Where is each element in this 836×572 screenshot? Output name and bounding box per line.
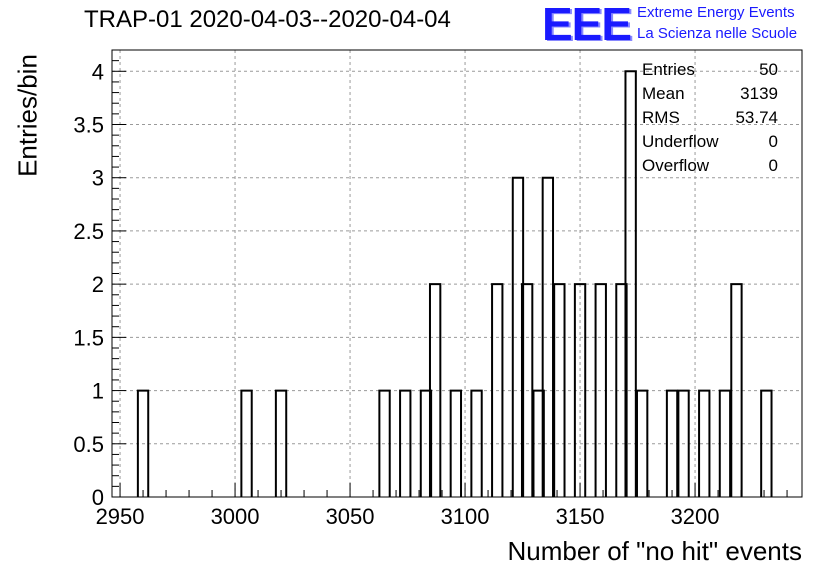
histogram-bin [594,283,607,497]
y-tick-label: 3.5 [73,113,104,138]
y-tick-label: 1 [92,379,104,404]
histogram-bin [573,283,587,497]
y-tick-label: 0 [92,485,104,510]
stats-entries-label: Entries [642,60,695,79]
histogram-bin [511,176,525,497]
histogram-bin [419,389,433,497]
histogram-bin [378,389,391,497]
chart-title: TRAP-01 2020-04-03--2020-04-04 [84,6,451,33]
stats-box: Entries 50 Mean 3139 RMS 53.74 Underflow… [638,58,786,178]
stats-row-entries: Entries 50 [638,58,786,82]
histogram-bin [136,389,150,497]
histogram-bin [399,389,412,497]
histogram-bin [718,389,732,497]
histogram-bin [665,389,679,497]
stats-entries-value: 50 [759,60,778,79]
x-tick-label: 3050 [326,504,375,529]
y-tick-label: 2.5 [73,219,104,244]
stats-row-mean: Mean 3139 [638,82,786,106]
eee-logo: EEE Extreme Energy Events La Scienza nel… [542,0,836,48]
histogram-bin [677,389,690,497]
histogram-bin [553,283,566,497]
histogram-bin [449,389,463,497]
x-tick-label: 3000 [211,504,260,529]
histogram-bin [274,389,288,497]
x-tick-label: 2950 [96,504,145,529]
histogram-bin [730,283,743,497]
stats-underflow-value: 0 [768,132,778,151]
stats-row-overflow: Overflow 0 [638,154,786,178]
stats-row-rms: RMS 53.74 [638,106,786,130]
histogram-bin [541,176,555,497]
x-axis-label: Number of "no hit" events [507,536,803,566]
y-tick-label: 3 [92,166,104,191]
x-tick-label: 3200 [671,504,720,529]
y-axis-label: Entries/bin [12,54,43,177]
stats-mean-label: Mean [642,84,685,103]
histogram-bin [428,283,442,497]
histogram-bin [491,283,504,497]
stats-overflow-value: 0 [768,156,778,175]
eee-logo-mark: EEE [542,0,632,50]
histogram-bin [635,389,649,497]
y-tick-label: 0.5 [73,432,104,457]
histogram-bin [470,389,483,497]
histogram-bin [760,389,773,497]
logo-line-1: Extreme Energy Events [637,4,795,21]
stats-row-underflow: Underflow 0 [638,130,786,154]
stats-underflow-label: Underflow [642,132,719,151]
histogram-bin [520,283,534,497]
stats-rms-label: RMS [642,108,680,127]
histogram-bin [615,283,628,497]
histogram-bin [624,70,637,497]
y-tick-label: 4 [92,59,104,84]
y-tick-label: 1.5 [73,325,104,350]
x-tick-label: 3150 [556,504,605,529]
logo-line-2: La Scienza nelle Scuole [637,25,798,42]
stats-rms-value: 53.74 [735,108,778,127]
stats-mean-value: 3139 [740,84,778,103]
stats-overflow-label: Overflow [642,156,710,175]
histogram-bin [698,389,711,497]
x-tick-label: 3100 [441,504,490,529]
histogram-bin [240,389,253,497]
y-tick-label: 2 [92,272,104,297]
histogram-bin [532,389,545,497]
